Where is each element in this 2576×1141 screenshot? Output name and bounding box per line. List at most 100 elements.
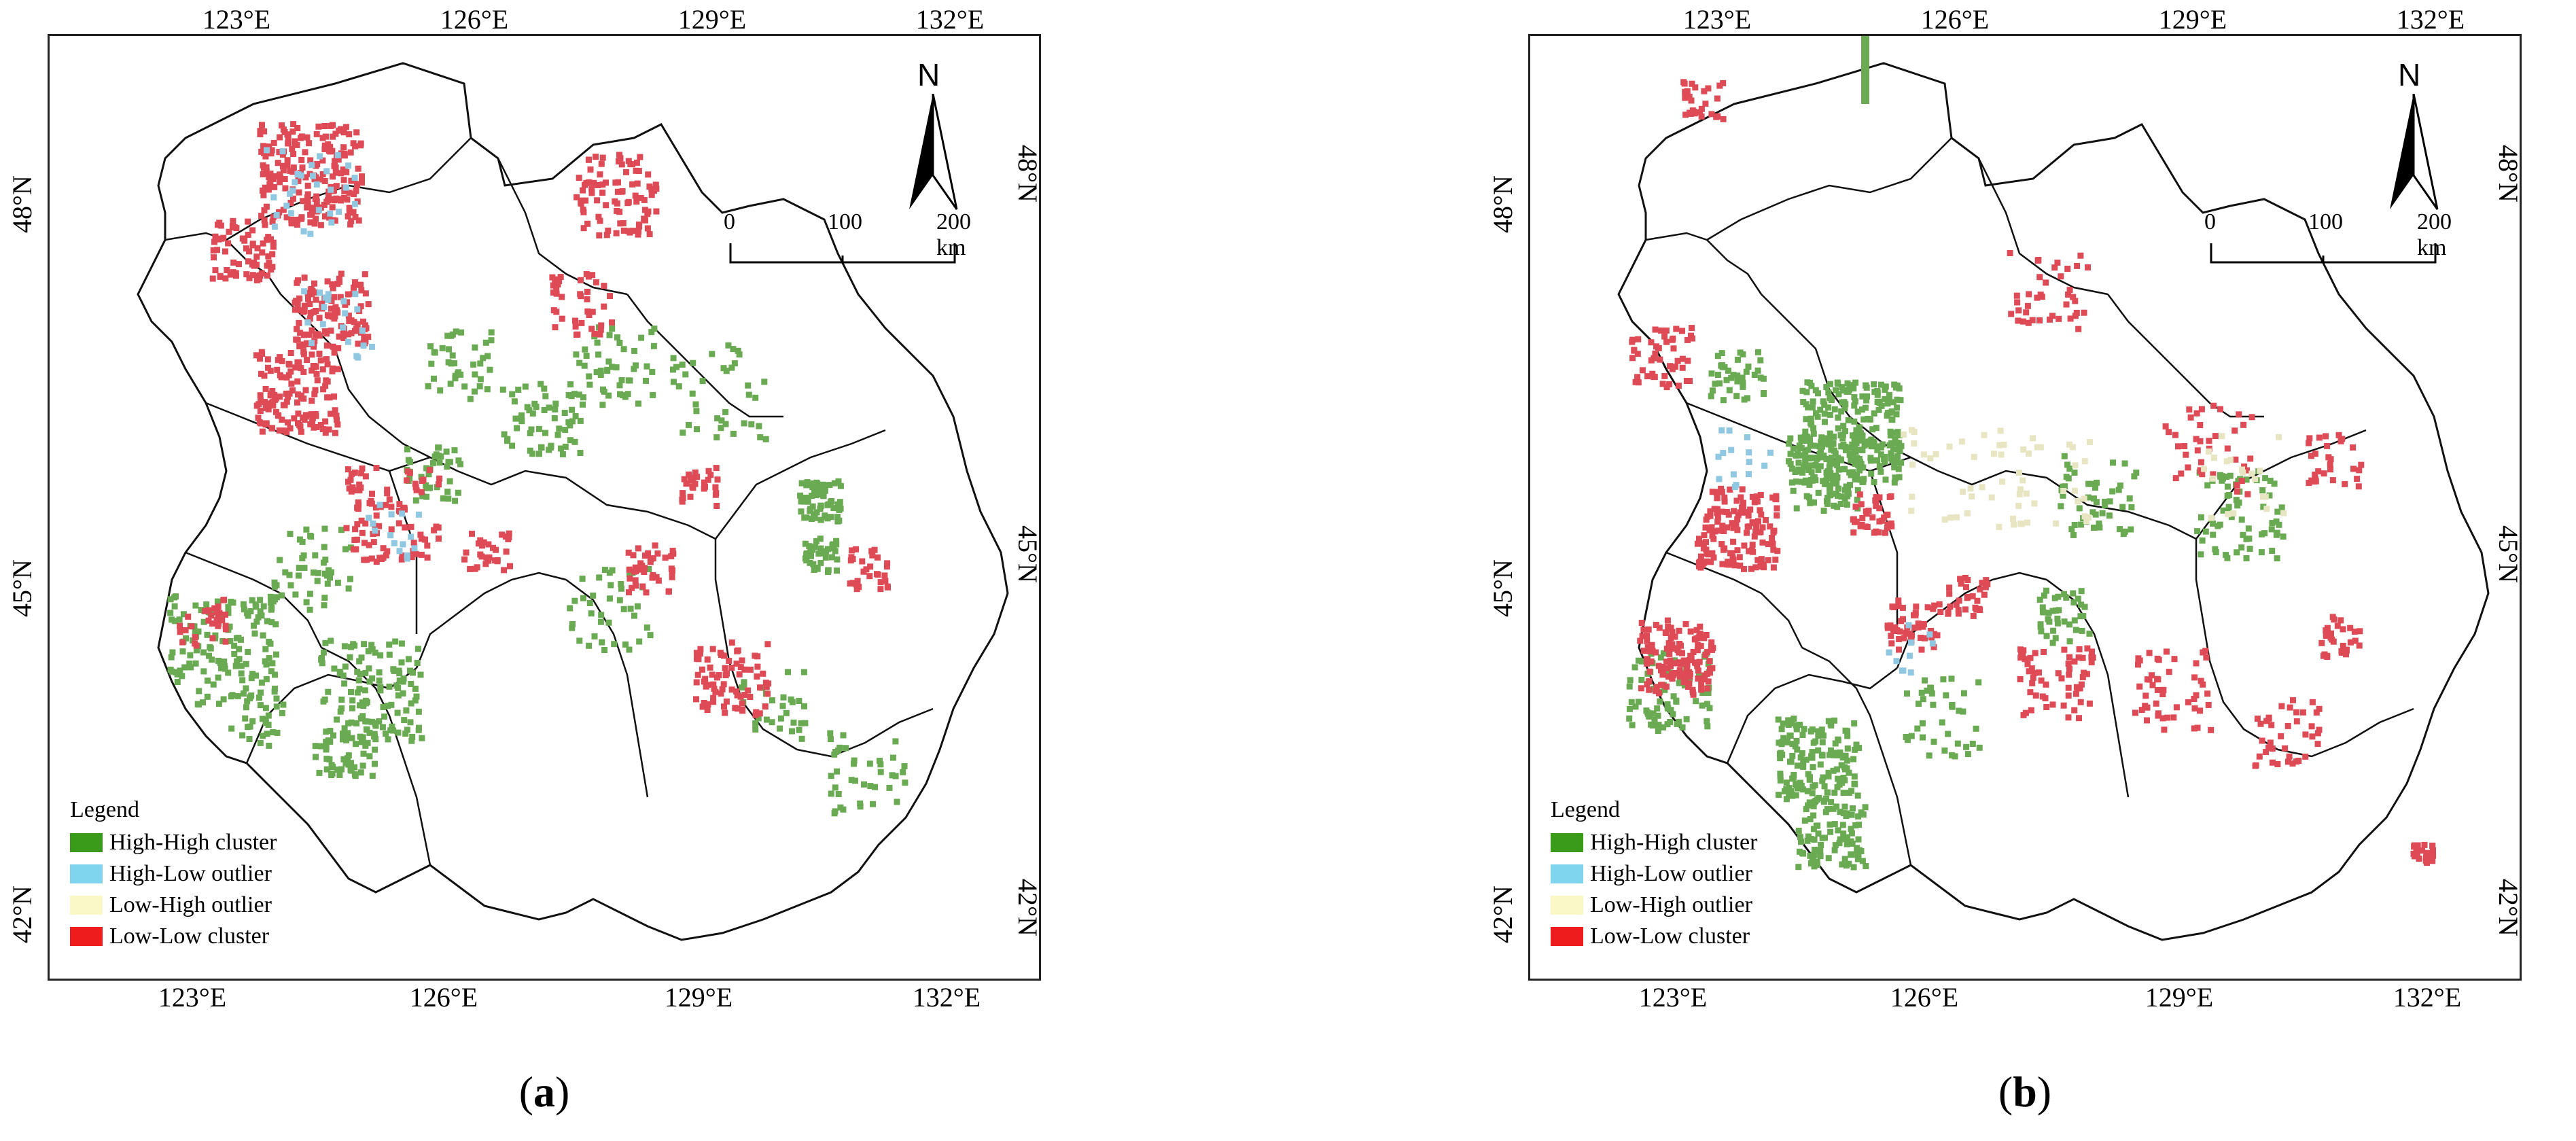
high-high-dot (569, 621, 576, 627)
low-low-dot (334, 417, 340, 423)
lon-tick-bottom: 123°E (1638, 982, 1708, 1013)
high-high-dot (1825, 773, 1832, 779)
high-high-dot (620, 605, 627, 612)
high-high-dot (1627, 677, 1634, 684)
low-low-dot (310, 363, 317, 370)
high-high-dot (1837, 809, 1843, 815)
low-low-dot (298, 365, 304, 372)
low-low-dot (629, 181, 636, 188)
high-high-dot (725, 342, 732, 349)
high-high-dot (580, 595, 586, 601)
low-low-dot (741, 692, 748, 699)
county-boundary (280, 294, 458, 472)
low-low-dot (701, 479, 707, 486)
low-low-dot (1705, 85, 1712, 92)
high-high-dot (2260, 504, 2267, 510)
high-high-dot (303, 599, 310, 605)
low-low-dot (365, 301, 372, 308)
high-low-dot (360, 343, 367, 349)
high-high-dot (1887, 432, 1894, 439)
low-low-dot (854, 578, 861, 584)
low-low-dot (1915, 624, 1922, 631)
high-high-dot (1636, 657, 1642, 664)
low-low-dot (268, 391, 275, 397)
high-high-dot (1848, 444, 1854, 451)
legend-swatch (70, 927, 103, 946)
low-low-dot (669, 548, 676, 554)
high-low-dot (408, 533, 414, 540)
low-low-dot (1629, 336, 1636, 343)
high-high-dot (1928, 684, 1935, 691)
lon-tick-top: 126°E (440, 4, 509, 35)
low-low-dot (593, 154, 599, 160)
low-low-dot (329, 281, 336, 287)
high-high-dot (514, 425, 521, 432)
high-high-dot (2070, 590, 2077, 597)
high-high-dot (307, 532, 314, 539)
low-low-dot (342, 301, 349, 308)
high-high-dot (200, 668, 207, 675)
low-high-dot (2072, 487, 2079, 494)
low-high-dot (2248, 470, 2255, 477)
high-high-dot (2117, 526, 2123, 533)
high-low-dot (359, 328, 366, 334)
low-high-dot (2262, 493, 2269, 500)
high-high-dot (353, 741, 359, 748)
low-low-dot (362, 473, 369, 480)
low-low-dot (633, 159, 640, 166)
low-low-dot (2172, 475, 2179, 482)
low-high-dot (2018, 521, 2025, 527)
legend-label: High-High cluster (1590, 830, 1758, 855)
high-low-dot (283, 203, 290, 209)
high-high-dot (2094, 479, 2100, 486)
low-low-dot (2324, 442, 2331, 449)
high-high-dot (1810, 398, 1816, 405)
low-low-dot (2416, 856, 2422, 862)
high-high-dot (1823, 456, 1830, 462)
high-low-dot (345, 338, 351, 345)
high-high-dot (269, 660, 276, 667)
high-high-dot (741, 420, 747, 427)
low-low-dot (1637, 637, 1644, 644)
high-high-dot (820, 482, 827, 489)
high-high-dot (1949, 702, 1956, 709)
high-high-dot (266, 655, 272, 661)
low-low-dot (1979, 580, 1986, 586)
scale-bar-line (2210, 243, 2437, 264)
high-high-dot (431, 349, 438, 356)
high-high-dot (561, 410, 568, 416)
low-low-dot (1924, 604, 1931, 611)
high-high-dot (1819, 777, 1826, 784)
low-low-dot (1639, 633, 1646, 639)
low-low-dot (330, 173, 336, 180)
low-low-dot (1769, 540, 1776, 547)
high-low-dot (351, 175, 358, 181)
high-high-dot (613, 364, 620, 371)
low-low-dot (306, 301, 313, 307)
high-high-dot (1852, 379, 1859, 386)
high-high-dot (2038, 628, 2045, 635)
high-high-dot (675, 383, 682, 390)
high-high-dot (783, 709, 790, 716)
low-low-dot (353, 188, 359, 194)
high-high-dot (195, 628, 202, 635)
high-high-dot (588, 610, 595, 617)
high-high-dot (522, 383, 529, 390)
low-low-dot (867, 563, 874, 570)
low-low-dot (314, 377, 321, 384)
high-high-dot (1924, 687, 1930, 694)
high-high-dot (1813, 410, 1819, 417)
low-low-dot (1658, 682, 1664, 688)
north-arrow-icon (2390, 94, 2439, 210)
low-low-dot (1709, 550, 1716, 557)
high-high-dot (301, 565, 308, 572)
map-canvas-b (1617, 36, 2490, 941)
high-high-dot (836, 517, 843, 524)
high-high-dot (1842, 428, 1848, 434)
high-high-dot (2106, 512, 2113, 519)
low-low-dot (2008, 311, 2015, 317)
low-low-dot (1696, 659, 1703, 665)
low-low-dot (279, 162, 286, 169)
low-low-dot (296, 343, 303, 349)
high-high-dot (582, 346, 588, 353)
